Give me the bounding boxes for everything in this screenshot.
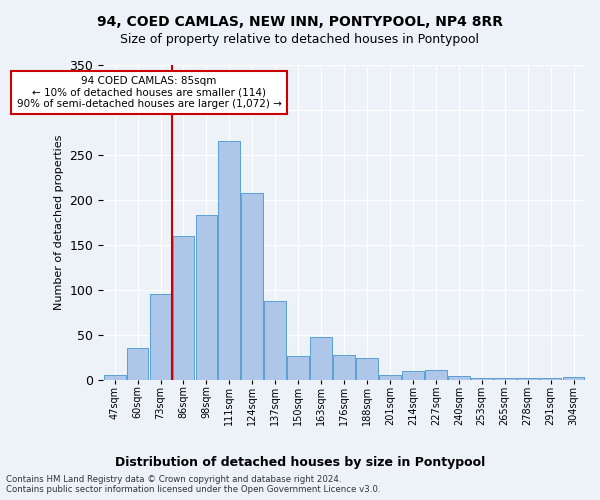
- Bar: [494, 378, 515, 380]
- Text: 94, COED CAMLAS, NEW INN, PONTYPOOL, NP4 8RR: 94, COED CAMLAS, NEW INN, PONTYPOOL, NP4…: [97, 15, 503, 29]
- Bar: [265, 301, 286, 380]
- Bar: [104, 374, 125, 380]
- Bar: [173, 236, 194, 380]
- Bar: [218, 142, 240, 380]
- Bar: [539, 378, 562, 380]
- Bar: [517, 378, 539, 380]
- Bar: [402, 371, 424, 380]
- Text: Contains public sector information licensed under the Open Government Licence v3: Contains public sector information licen…: [6, 485, 380, 494]
- Text: Contains HM Land Registry data © Crown copyright and database right 2024.: Contains HM Land Registry data © Crown c…: [6, 475, 341, 484]
- Bar: [471, 378, 493, 380]
- Bar: [448, 376, 470, 380]
- Bar: [356, 358, 378, 380]
- Bar: [310, 337, 332, 380]
- Bar: [563, 377, 584, 380]
- Y-axis label: Number of detached properties: Number of detached properties: [54, 135, 64, 310]
- Bar: [196, 216, 217, 380]
- Bar: [379, 374, 401, 380]
- Text: Size of property relative to detached houses in Pontypool: Size of property relative to detached ho…: [121, 32, 479, 46]
- Bar: [149, 294, 172, 380]
- Bar: [333, 354, 355, 380]
- Text: 94 COED CAMLAS: 85sqm
← 10% of detached houses are smaller (114)
90% of semi-det: 94 COED CAMLAS: 85sqm ← 10% of detached …: [17, 76, 281, 109]
- Bar: [127, 348, 148, 380]
- Bar: [287, 356, 309, 380]
- Text: Distribution of detached houses by size in Pontypool: Distribution of detached houses by size …: [115, 456, 485, 469]
- Bar: [241, 193, 263, 380]
- Bar: [425, 370, 447, 380]
